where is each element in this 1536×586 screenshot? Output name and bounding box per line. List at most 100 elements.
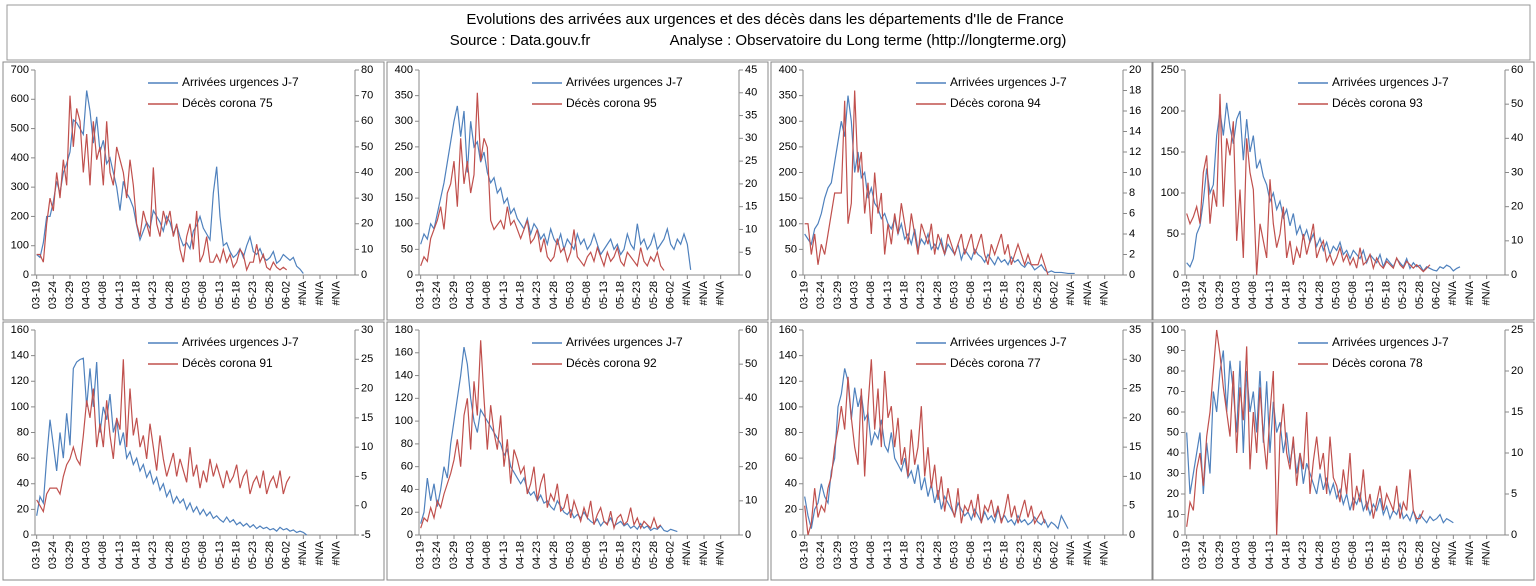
y2-tick-label: 10 bbox=[1129, 470, 1141, 482]
y-tick-label: 400 bbox=[779, 64, 797, 76]
x-tick-label: 05-18 bbox=[615, 281, 627, 309]
y-tick-label: 50 bbox=[401, 243, 413, 255]
y2-tick-label: 15 bbox=[1129, 441, 1141, 453]
x-tick-label: 05-13 bbox=[598, 541, 610, 569]
x-tick-label: 05-28 bbox=[1414, 281, 1426, 309]
x-tick-label: 04-13 bbox=[1264, 541, 1276, 569]
series-line bbox=[804, 90, 1049, 276]
y-tick-label: 350 bbox=[779, 90, 797, 102]
y2-tick-label: 20 bbox=[361, 382, 373, 394]
legend-label: Décès corona 91 bbox=[182, 356, 273, 370]
x-tick-label: 04-08 bbox=[1247, 541, 1259, 569]
x-tick-label: 04-23 bbox=[1297, 541, 1309, 569]
y-tick-label: 50 bbox=[1167, 426, 1179, 438]
y2-tick-label: 60 bbox=[745, 324, 757, 336]
series-line bbox=[36, 95, 288, 272]
x-tick-label: #N/A bbox=[1082, 540, 1094, 565]
y-tick-label: 160 bbox=[395, 347, 413, 359]
y-tick-label: 30 bbox=[1167, 467, 1179, 479]
y-tick-label: 60 bbox=[17, 452, 29, 464]
x-tick-label: 04-08 bbox=[481, 541, 493, 569]
x-tick-label: #N/A bbox=[1065, 280, 1077, 305]
x-tick-label: 03-24 bbox=[815, 541, 827, 569]
y-tick-label: 80 bbox=[17, 426, 29, 438]
x-tick-label: 05-08 bbox=[965, 541, 977, 569]
x-tick-label: 05-08 bbox=[581, 281, 593, 309]
y-tick-label: 200 bbox=[1161, 105, 1179, 117]
x-tick-label: #N/A bbox=[314, 540, 326, 565]
x-tick-label: 04-23 bbox=[531, 541, 543, 569]
y2-tick-label: 25 bbox=[745, 155, 757, 167]
x-tick-label: 03-24 bbox=[431, 281, 443, 309]
legend-label: Décès corona 95 bbox=[566, 96, 657, 110]
y-tick-label: 120 bbox=[395, 392, 413, 404]
x-tick-label: 03-24 bbox=[47, 541, 59, 569]
x-tick-label: 03-19 bbox=[31, 541, 43, 569]
x-tick-label: 05-18 bbox=[615, 541, 627, 569]
x-tick-label: 03-29 bbox=[64, 281, 76, 309]
x-tick-label: 06-02 bbox=[1431, 541, 1443, 569]
x-tick-label: 04-13 bbox=[114, 281, 126, 309]
y2-tick-label: 0 bbox=[1511, 269, 1517, 281]
y2-tick-label: 0 bbox=[361, 269, 367, 281]
y2-tick-label: 10 bbox=[1511, 447, 1523, 459]
y-tick-label: 10 bbox=[1167, 508, 1179, 520]
legend-label: Arrivées urgences J-7 bbox=[950, 75, 1067, 89]
y-tick-label: 200 bbox=[11, 210, 29, 222]
y2-tick-label: 15 bbox=[361, 412, 373, 424]
x-tick-label: 05-18 bbox=[1381, 541, 1393, 569]
x-tick-label: #N/A bbox=[1099, 540, 1111, 565]
x-tick-label: 04-08 bbox=[97, 541, 109, 569]
x-tick-label: 03-24 bbox=[1197, 541, 1209, 569]
x-tick-label: 05-18 bbox=[231, 541, 243, 569]
y2-tick-label: 5 bbox=[1511, 488, 1517, 500]
x-tick-label: 05-13 bbox=[982, 541, 994, 569]
y-tick-label: 250 bbox=[1161, 64, 1179, 76]
y-tick-label: 200 bbox=[395, 166, 413, 178]
x-tick-label: 04-18 bbox=[899, 281, 911, 309]
y-tick-label: 50 bbox=[1167, 228, 1179, 240]
legend-label: Décès corona 92 bbox=[566, 356, 657, 370]
x-tick-label: 04-18 bbox=[515, 541, 527, 569]
x-tick-label: 03-29 bbox=[448, 281, 460, 309]
header-source: Source : Data.gouv.fr bbox=[450, 32, 591, 49]
y2-tick-label: 0 bbox=[361, 500, 367, 512]
y2-tick-label: 20 bbox=[1129, 64, 1141, 76]
y2-tick-label: 35 bbox=[1129, 324, 1141, 336]
y-tick-label: 0 bbox=[1173, 269, 1179, 281]
x-tick-label: 06-02 bbox=[665, 281, 677, 309]
x-tick-label: 04-18 bbox=[1281, 281, 1293, 309]
x-tick-label: 05-18 bbox=[999, 281, 1011, 309]
y-tick-label: 60 bbox=[1167, 406, 1179, 418]
x-tick-label: 03-24 bbox=[431, 541, 443, 569]
x-tick-label: 06-02 bbox=[281, 541, 293, 569]
y2-tick-label: 6 bbox=[1129, 207, 1135, 219]
y-tick-label: 150 bbox=[779, 192, 797, 204]
y2-tick-label: 20 bbox=[361, 218, 373, 230]
x-tick-label: #N/A bbox=[314, 280, 326, 305]
series-line bbox=[1186, 350, 1454, 525]
y2-tick-label: 60 bbox=[361, 115, 373, 127]
y-tick-label: 300 bbox=[779, 115, 797, 127]
x-tick-label: 05-13 bbox=[982, 281, 994, 309]
x-tick-label: 04-03 bbox=[849, 541, 861, 569]
x-tick-label: #N/A bbox=[297, 280, 309, 305]
series-line bbox=[36, 359, 291, 514]
y2-tick-label: 25 bbox=[361, 353, 373, 365]
x-tick-label: 04-03 bbox=[81, 281, 93, 309]
y2-tick-label: 50 bbox=[361, 141, 373, 153]
x-tick-label: 04-03 bbox=[1231, 541, 1243, 569]
y-tick-label: 700 bbox=[11, 64, 29, 76]
y2-tick-label: 30 bbox=[745, 426, 757, 438]
y2-tick-label: 5 bbox=[745, 246, 751, 258]
y-tick-label: 20 bbox=[785, 503, 797, 515]
x-tick-label: 05-23 bbox=[1015, 541, 1027, 569]
x-tick-label: 05-28 bbox=[648, 281, 660, 309]
y-tick-label: 0 bbox=[23, 529, 29, 541]
y-tick-label: 140 bbox=[395, 369, 413, 381]
y-tick-label: 400 bbox=[11, 152, 29, 164]
x-tick-label: #N/A bbox=[1464, 540, 1476, 565]
y-tick-label: 100 bbox=[779, 218, 797, 230]
x-tick-label: 03-29 bbox=[1214, 281, 1226, 309]
x-tick-label: 04-13 bbox=[114, 541, 126, 569]
